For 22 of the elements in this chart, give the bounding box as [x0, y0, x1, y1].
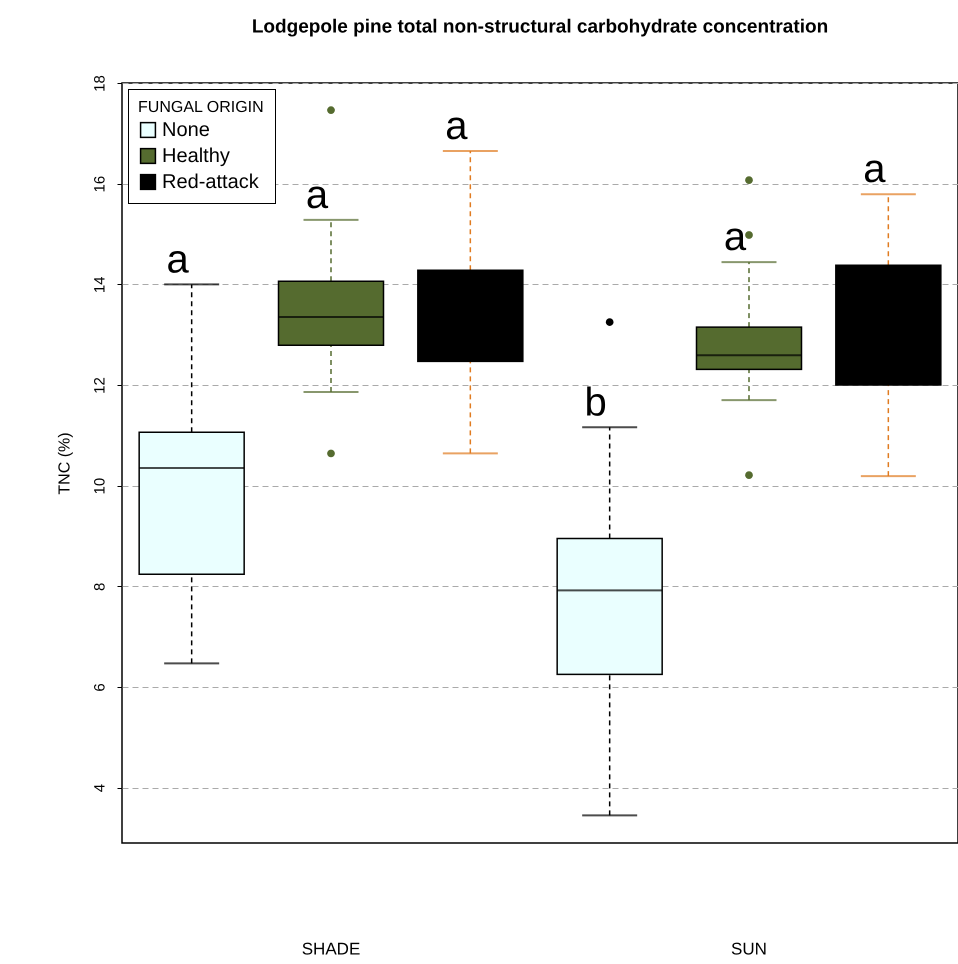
y-tick-label: 8: [92, 582, 108, 591]
y-tick-label: 16: [92, 176, 108, 193]
x-tick-label: SHADE: [302, 940, 360, 958]
y-tick-label: 10: [92, 478, 108, 494]
y-tick-label: 14: [92, 276, 108, 294]
annotation: a: [306, 172, 329, 217]
y-tick-label: 18: [92, 75, 108, 92]
legend-label: None: [162, 119, 210, 141]
legend-title: FUNGAL ORIGIN: [138, 99, 264, 116]
legend-label: Red-attack: [162, 171, 260, 193]
y-axis-title: TNC (%): [56, 432, 74, 495]
annotation: a: [863, 147, 886, 192]
x-tick-label: SUN: [731, 940, 767, 958]
annotation: a: [166, 237, 190, 282]
annotation: a: [724, 215, 747, 260]
legend-label: Healthy: [162, 145, 230, 167]
chart-title: Lodgepole pine total non-structural carbohydrate concentration: [252, 16, 828, 38]
y-tick-label: 4: [92, 784, 108, 792]
y-tick-label: 6: [92, 683, 108, 692]
annotation: a: [445, 104, 468, 148]
y-tick-label: 12: [92, 377, 108, 394]
annotation: b: [584, 380, 607, 424]
